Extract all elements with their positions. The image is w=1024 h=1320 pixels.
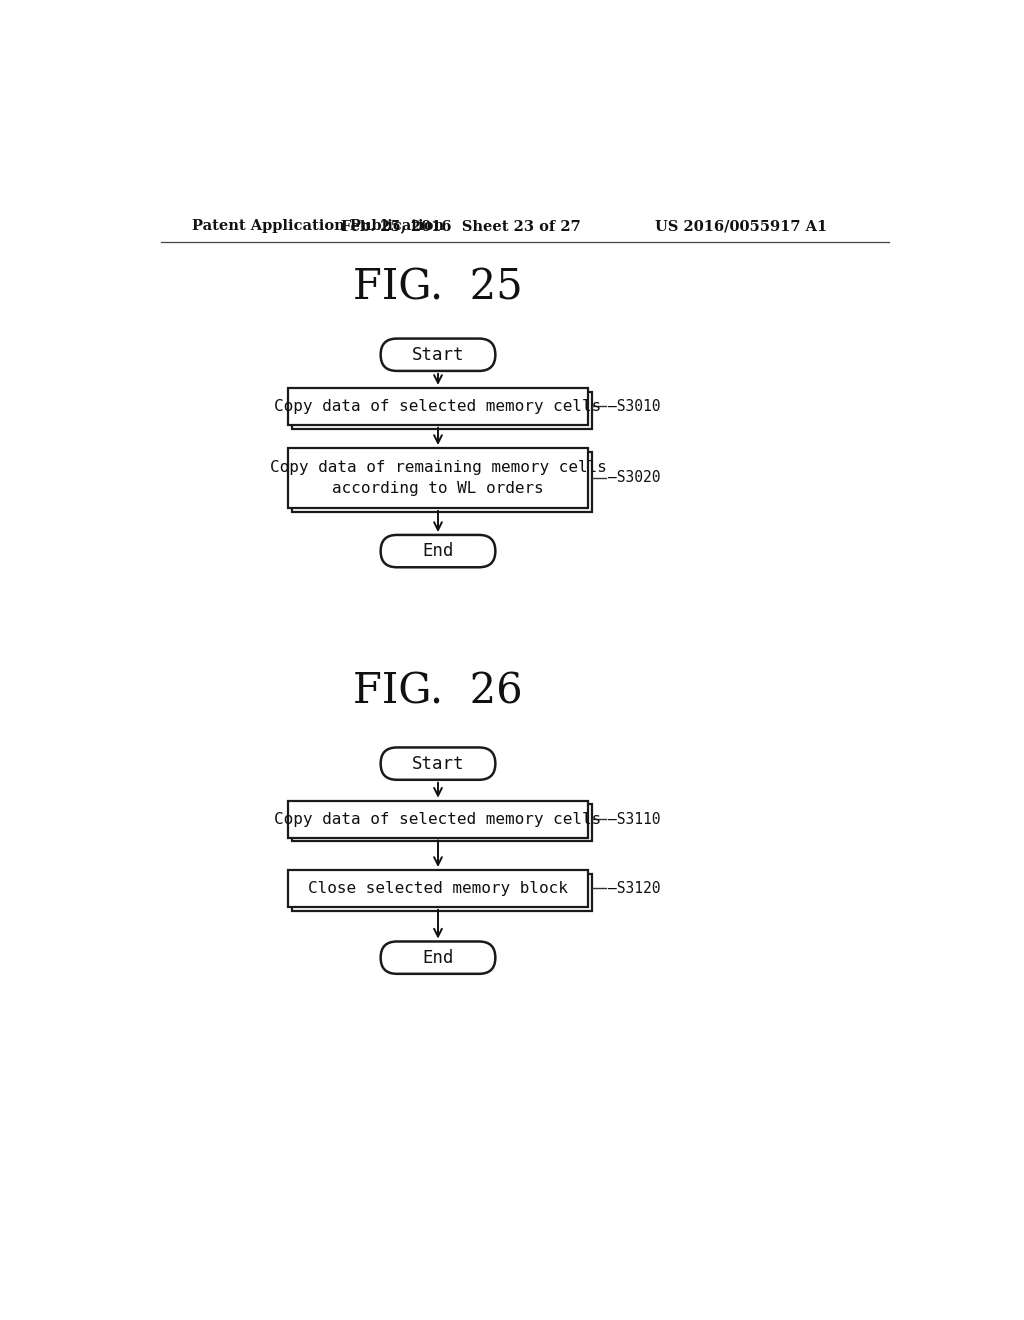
FancyBboxPatch shape: [288, 870, 589, 907]
Text: End: End: [422, 949, 454, 966]
FancyBboxPatch shape: [292, 451, 592, 512]
Text: —S3020: —S3020: [608, 470, 662, 486]
Text: —S3110: —S3110: [608, 812, 662, 826]
Text: US 2016/0055917 A1: US 2016/0055917 A1: [655, 219, 827, 234]
FancyBboxPatch shape: [381, 941, 496, 974]
Text: Start: Start: [412, 755, 464, 772]
Text: Close selected memory block: Close selected memory block: [308, 880, 568, 896]
FancyBboxPatch shape: [288, 800, 589, 838]
Text: Copy data of remaining memory cells
according to WL orders: Copy data of remaining memory cells acco…: [269, 459, 606, 496]
Text: Copy data of selected memory cells: Copy data of selected memory cells: [274, 812, 602, 826]
FancyBboxPatch shape: [288, 447, 589, 508]
Text: Feb. 25, 2016  Sheet 23 of 27: Feb. 25, 2016 Sheet 23 of 27: [341, 219, 582, 234]
Text: FIG.  25: FIG. 25: [353, 267, 523, 309]
Text: —S3120: —S3120: [608, 880, 662, 896]
FancyBboxPatch shape: [381, 747, 496, 780]
FancyBboxPatch shape: [292, 392, 592, 429]
FancyBboxPatch shape: [381, 339, 496, 371]
FancyBboxPatch shape: [292, 804, 592, 841]
Text: —S3010: —S3010: [608, 399, 662, 414]
Text: FIG.  26: FIG. 26: [353, 671, 523, 713]
Text: End: End: [422, 543, 454, 560]
FancyBboxPatch shape: [381, 535, 496, 568]
FancyBboxPatch shape: [292, 874, 592, 911]
Text: Start: Start: [412, 346, 464, 364]
Text: Copy data of selected memory cells: Copy data of selected memory cells: [274, 399, 602, 414]
Text: Patent Application Publication: Patent Application Publication: [191, 219, 443, 234]
FancyBboxPatch shape: [288, 388, 589, 425]
